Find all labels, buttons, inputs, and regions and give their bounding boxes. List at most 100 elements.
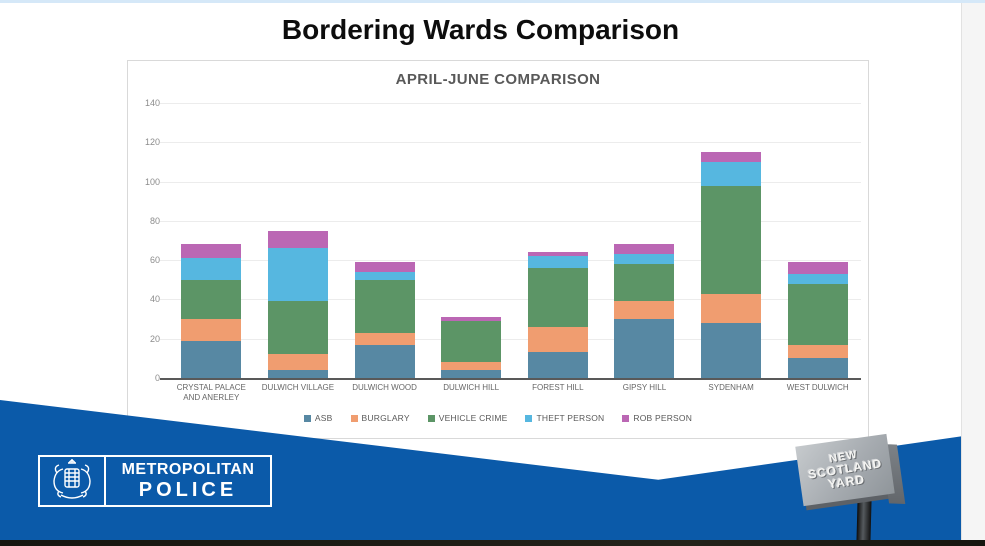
bar-segment bbox=[267, 370, 328, 378]
stacked-bar bbox=[787, 103, 848, 378]
x-axis-baseline bbox=[160, 378, 861, 380]
legend-item: ROB PERSON bbox=[622, 413, 692, 423]
bar-segment bbox=[441, 362, 502, 371]
y-tick-label: 100 bbox=[144, 176, 160, 187]
stacked-bar bbox=[614, 103, 675, 378]
legend-swatch-icon bbox=[525, 414, 533, 422]
bar-segment bbox=[181, 279, 242, 320]
x-axis-label: GIPSY HILL bbox=[622, 383, 667, 392]
bar-column bbox=[688, 103, 775, 378]
bar-column bbox=[168, 103, 255, 378]
legend-item: THEFT PERSON bbox=[525, 413, 604, 423]
stacked-bar bbox=[527, 103, 588, 378]
gridline bbox=[160, 338, 861, 340]
x-axis-label: DULWICH VILLAGE bbox=[261, 383, 335, 392]
chart-title: APRIL-JUNE COMPARISON bbox=[395, 71, 601, 88]
x-axis-label: CRYSTAL PALACE AND ANERLEY bbox=[176, 383, 246, 403]
nsy-sign-face: NEW SCOTLAND YARD bbox=[795, 433, 895, 507]
gridline bbox=[160, 299, 861, 301]
y-tick-label: 40 bbox=[149, 294, 160, 305]
bar-column bbox=[601, 103, 688, 378]
top-strip bbox=[0, 0, 985, 3]
y-tick-label: 120 bbox=[144, 137, 160, 148]
legend-item: VEHICLE CRIME bbox=[427, 413, 508, 423]
bar-segment bbox=[181, 319, 242, 341]
bar-segment bbox=[787, 358, 848, 378]
bar-segment bbox=[787, 283, 848, 345]
gridline bbox=[160, 142, 861, 144]
legend-label: VEHICLE CRIME bbox=[438, 413, 508, 423]
bar-segment bbox=[354, 262, 415, 272]
bar-segment bbox=[527, 326, 588, 353]
bar-segment bbox=[267, 230, 328, 249]
bar-column bbox=[515, 103, 602, 378]
bar-segment bbox=[614, 244, 675, 255]
gridline bbox=[160, 220, 861, 222]
bar-segment bbox=[787, 273, 848, 284]
met-logo-metropolitan: METROPOLITAN bbox=[121, 460, 255, 478]
legend-swatch-icon bbox=[350, 414, 358, 422]
bar-segment bbox=[787, 344, 848, 359]
legend-item: BURGLARY bbox=[350, 413, 410, 423]
x-axis-label: WEST DULWICH bbox=[786, 383, 849, 392]
bar-segment bbox=[527, 268, 588, 327]
bar-segment bbox=[441, 317, 502, 322]
x-axis-label: SYDENHAM bbox=[708, 383, 754, 392]
bar-segment bbox=[354, 344, 415, 378]
bar-segment bbox=[354, 332, 415, 345]
bar-column bbox=[255, 103, 342, 378]
x-axis-label: FOREST HILL bbox=[532, 383, 584, 392]
bar-segment bbox=[701, 293, 762, 323]
y-tick-label: 0 bbox=[154, 373, 160, 383]
bar-segment bbox=[441, 370, 502, 378]
legend-label: ROB PERSON bbox=[633, 413, 693, 423]
bar-segment bbox=[181, 258, 242, 280]
bar-segment bbox=[787, 262, 848, 274]
bar-segment bbox=[267, 301, 328, 355]
met-police-logo: METROPOLITAN POLICE bbox=[33, 450, 277, 512]
bar-segment bbox=[701, 161, 762, 186]
bar-column bbox=[428, 103, 515, 378]
stacked-bar bbox=[267, 103, 328, 378]
nsy-sign-pole bbox=[856, 495, 872, 546]
right-app-strip bbox=[961, 3, 985, 540]
y-tick-label: 80 bbox=[149, 215, 160, 226]
y-tick-label: 20 bbox=[149, 333, 160, 344]
chart-card: APRIL-JUNE COMPARISON 0 20 40 60 80 100 120 140… bbox=[127, 60, 869, 439]
x-axis-label: DULWICH WOOD bbox=[352, 383, 417, 392]
bar-segment bbox=[527, 352, 588, 378]
met-logo-police: POLICE bbox=[138, 478, 238, 501]
bar-segment bbox=[354, 279, 415, 333]
bar-segment bbox=[614, 264, 675, 302]
bar-segment bbox=[614, 301, 675, 320]
y-tick-label: 60 bbox=[149, 255, 160, 266]
bar-segment bbox=[181, 244, 242, 259]
plot-area: 0 20 40 60 80 100 120 140 bbox=[145, 98, 861, 383]
bar-segment bbox=[701, 152, 762, 162]
legend: ASB BURGLARY VEHICLE CRIME THEFT PERSON ROB … bbox=[128, 413, 868, 423]
legend-label: ASB bbox=[314, 413, 333, 423]
bar-segment bbox=[527, 256, 588, 269]
legend-label: THEFT PERSON bbox=[536, 413, 605, 423]
new-scotland-yard-sign: NEW SCOTLAND YARD bbox=[795, 432, 915, 546]
bar-segment bbox=[181, 340, 242, 378]
legend-swatch-icon bbox=[303, 414, 311, 422]
met-logo-text: METROPOLITAN POLICE bbox=[106, 457, 270, 505]
bar-segment bbox=[267, 248, 328, 302]
legend-item: ASB bbox=[303, 413, 333, 423]
legend-label: BURGLARY bbox=[361, 413, 410, 423]
taskbar-edge-strip bbox=[0, 540, 985, 546]
stacked-bar bbox=[181, 103, 242, 378]
bar-segment bbox=[614, 254, 675, 265]
x-axis-label: DULWICH HILL bbox=[443, 383, 500, 392]
bar-segment bbox=[527, 252, 588, 257]
gridline bbox=[160, 103, 861, 104]
stacked-bar bbox=[701, 103, 762, 378]
gridline bbox=[160, 260, 861, 262]
gridline bbox=[160, 181, 861, 183]
legend-swatch-icon bbox=[427, 414, 435, 422]
bar-column bbox=[341, 103, 428, 378]
met-crest-cell bbox=[40, 457, 106, 505]
stacked-bar bbox=[354, 103, 415, 378]
stacked-bar bbox=[441, 103, 502, 378]
